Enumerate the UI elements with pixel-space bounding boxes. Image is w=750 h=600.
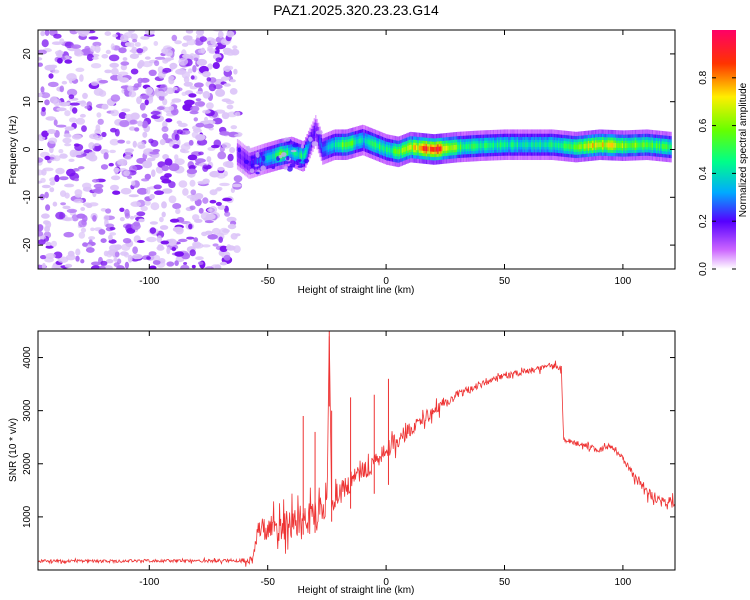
x-tick-label: -100 [139,276,159,287]
colorbar-label: Normalized spectral amplitude [738,82,749,217]
figure-title: PAZ1.2025.320.23.23.G14 [273,2,439,18]
spectrogram-y-axis-label: Frequency (Hz) [8,116,19,185]
snr-series-line [38,336,675,567]
snr-spikes [302,331,389,535]
x-tick-label: -50 [260,577,275,588]
y-tick-label: -20 [22,237,33,252]
y-tick-label: 2000 [22,452,33,475]
colorbar-tick-label: 0.6 [698,118,709,132]
x-tick-label: 50 [499,577,511,588]
spectrogram-x-axis-label: Height of straight line (km) [298,285,415,296]
y-tick-label: 1000 [22,505,33,528]
colorbar-gradient [712,30,736,269]
x-tick-label: 0 [383,577,389,588]
y-tick-label: 4000 [22,346,33,369]
snr-frame [37,330,676,571]
x-tick-label: 50 [499,276,511,287]
x-tick-label: -100 [139,577,159,588]
x-tick-label: 0 [383,276,389,287]
x-tick-label: 100 [615,577,632,588]
colorbar-tick-label: 0.4 [698,166,709,180]
y-tick-label: -10 [22,190,33,205]
snr-x-axis-label: Height of straight line (km) [298,585,415,596]
y-tick-label: 0 [22,146,33,152]
snr-y-axis-label: SNR (10 * v/v) [8,418,19,482]
y-tick-label: 3000 [22,399,33,422]
spectrogram-noise-region [38,30,243,269]
colorbar-tick-label: 0.2 [698,214,709,228]
colorbar: 0.0 0.2 0.4 0.6 0.8 Normalized spectral ampl… [698,30,749,276]
y-tick-label: 20 [22,48,33,60]
colorbar-ticks: 0.0 0.2 0.4 0.6 0.8 [698,70,736,276]
colorbar-tick-label: 0.0 [698,262,709,276]
snr-background [38,331,675,570]
snr-panel: -100 -50 0 50 100 1000 2000 3000 4000 Height of … [8,330,676,596]
x-tick-label: -50 [260,276,275,287]
x-tick-label: 100 [615,276,632,287]
colorbar-tick-label: 0.8 [698,70,709,84]
snr-ticks: -100 -50 0 50 100 1000 2000 3000 4000 [22,331,675,588]
y-tick-label: 10 [22,96,33,108]
spectrogram-signal-ridge [236,115,672,179]
